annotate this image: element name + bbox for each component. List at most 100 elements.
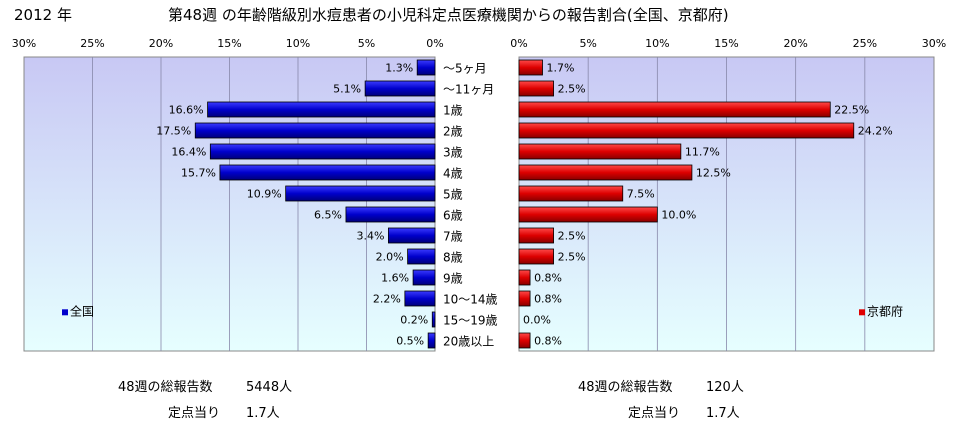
national-tick-label: 25% <box>80 37 104 50</box>
kyoto-bar <box>518 122 855 139</box>
national-bar <box>285 185 436 202</box>
kyoto-legend-swatch <box>859 309 865 316</box>
national-bar <box>407 248 436 265</box>
national-bar <box>194 122 436 139</box>
national-total-label: 48週の総報告数 <box>118 380 213 395</box>
national-bar <box>209 143 436 160</box>
kyoto-bar <box>518 269 531 286</box>
national-bar <box>431 311 436 328</box>
kyoto-value-label: 2.5% <box>558 83 586 96</box>
national-legend-swatch <box>62 309 68 316</box>
kyoto-tick-label: 20% <box>783 37 807 50</box>
kyoto-bar <box>518 227 554 244</box>
age-category-label: 5歳 <box>443 188 463 202</box>
kyoto-bar <box>518 248 554 265</box>
national-bar <box>345 206 436 223</box>
national-value-label: 1.3% <box>385 62 413 75</box>
national-value-label: 2.2% <box>373 293 401 306</box>
kyoto-tick-label: 5% <box>579 37 596 50</box>
national-tick-label: 0% <box>426 37 443 50</box>
kyoto-value-label: 0.8% <box>534 335 562 348</box>
age-category-label: 2歳 <box>443 125 463 139</box>
national-tick-label: 30% <box>12 37 36 50</box>
kyoto-bar <box>518 164 693 181</box>
national-value-label: 10.9% <box>247 188 282 201</box>
national-value-label: 16.6% <box>169 104 204 117</box>
kyoto-value-label: 7.5% <box>627 188 655 201</box>
chart-year: 2012 年 <box>14 6 72 24</box>
age-category-labels: ～5ヶ月 ～11ヶ月 1歳 2歳 3歳 4歳 5歳 6歳 7歳 8歳 9歳 10～14歳 15～19歳 2… <box>443 62 498 349</box>
kyoto-total-label: 48週の総報告数 <box>578 380 673 395</box>
kyoto-bar <box>518 101 831 118</box>
national-value-label: 2.0% <box>376 251 404 264</box>
age-category-label: 20歳以上 <box>443 335 494 349</box>
national-value-label: 0.2% <box>400 314 428 327</box>
national-tick-label: 10% <box>286 37 310 50</box>
age-category-label: 7歳 <box>443 230 463 244</box>
age-category-label: 1歳 <box>443 104 463 118</box>
kyoto-bar <box>518 185 624 202</box>
national-chart: 30% 25% 20% 15% 10% 5% 0% 1.3% 5.1% 16.6% 17.5% 16.… <box>12 37 444 352</box>
kyoto-per-label: 定点当り <box>628 406 681 421</box>
national-per-value: 1.7人 <box>246 406 280 421</box>
age-category-label: 15～19歳 <box>443 314 498 328</box>
national-bar <box>388 227 436 244</box>
kyoto-value-label: 0.8% <box>534 272 562 285</box>
age-category-label: ～11ヶ月 <box>443 83 494 97</box>
national-tick-label: 20% <box>149 37 173 50</box>
national-value-label: 16.4% <box>171 146 206 159</box>
national-total-value: 5448人 <box>246 380 293 395</box>
chart-title: 第48週 の年齢階級別水痘患者の小児科定点医療機関からの報告割合(全国、京都府) <box>168 6 729 24</box>
national-bar <box>207 101 436 118</box>
kyoto-value-label: 24.2% <box>858 125 893 138</box>
national-bar <box>219 164 436 181</box>
kyoto-tick-label: 30% <box>922 37 946 50</box>
kyoto-tick-label: 25% <box>853 37 877 50</box>
national-value-label: 3.4% <box>356 230 384 243</box>
kyoto-value-label: 1.7% <box>547 62 575 75</box>
national-tick-label: 5% <box>358 37 375 50</box>
national-value-label: 1.6% <box>381 272 409 285</box>
kyoto-bar <box>518 143 682 160</box>
national-bar <box>404 290 436 307</box>
age-category-label: 4歳 <box>443 167 463 181</box>
kyoto-total-value: 120人 <box>706 380 744 395</box>
kyoto-value-label: 2.5% <box>558 230 586 243</box>
age-category-label: 3歳 <box>443 146 463 160</box>
national-bar <box>427 332 436 349</box>
kyoto-tick-label: 0% <box>510 37 527 50</box>
kyoto-value-label: 0.8% <box>534 293 562 306</box>
national-value-label: 5.1% <box>333 83 361 96</box>
kyoto-legend-label: 京都府 <box>867 303 903 318</box>
kyoto-value-label: 12.5% <box>696 167 731 180</box>
national-value-label: 0.5% <box>396 335 424 348</box>
kyoto-chart: 0% 5% 10% 15% 20% 25% 30% 1.7% 2.5% 22.5% 24.2% 11.… <box>510 37 946 352</box>
age-category-label: 9歳 <box>443 272 463 286</box>
national-value-label: 15.7% <box>181 167 216 180</box>
kyoto-bar <box>518 290 531 307</box>
kyoto-bar <box>518 80 554 97</box>
age-category-label: 10～14歳 <box>443 293 498 307</box>
national-value-label: 6.5% <box>314 209 342 222</box>
national-bar <box>416 59 436 76</box>
national-legend-label: 全国 <box>70 303 94 318</box>
kyoto-tick-label: 15% <box>714 37 738 50</box>
national-per-label: 定点当り <box>168 406 221 421</box>
kyoto-value-label: 11.7% <box>685 146 720 159</box>
kyoto-value-label: 2.5% <box>558 251 586 264</box>
kyoto-bar <box>518 206 658 223</box>
kyoto-per-value: 1.7人 <box>706 406 740 421</box>
national-bar <box>412 269 436 286</box>
age-category-label: ～5ヶ月 <box>443 62 487 76</box>
kyoto-value-label: 0.0% <box>523 314 551 327</box>
kyoto-value-label: 10.0% <box>661 209 696 222</box>
kyoto-bar <box>518 332 531 349</box>
national-tick-label: 15% <box>217 37 241 50</box>
kyoto-tick-label: 10% <box>645 37 669 50</box>
national-bar <box>364 80 436 97</box>
age-category-label: 8歳 <box>443 251 463 265</box>
national-value-label: 17.5% <box>156 125 191 138</box>
kyoto-value-label: 22.5% <box>834 104 869 117</box>
age-category-label: 6歳 <box>443 209 463 223</box>
